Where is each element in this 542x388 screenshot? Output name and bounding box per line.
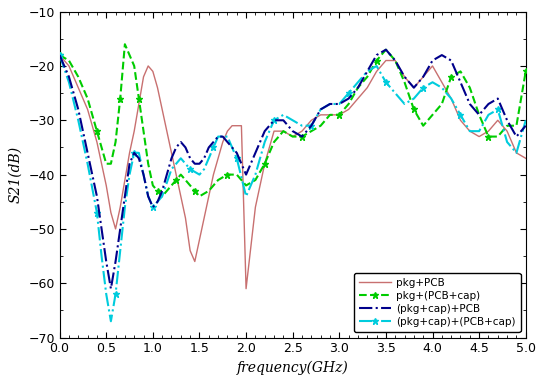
pkg+(PCB+cap) bbox=[187, 183, 193, 188]
Line: pkg+(PCB+cap): pkg+(PCB+cap) bbox=[56, 41, 529, 200]
pkg+PCB bbox=[173, 172, 179, 177]
(pkg+cap)+PCB bbox=[108, 286, 114, 291]
(pkg+cap)+PCB bbox=[383, 47, 389, 52]
pkg+PCB bbox=[56, 53, 63, 57]
pkg+(PCB+cap) bbox=[140, 129, 147, 133]
pkg+PCB bbox=[401, 74, 408, 79]
X-axis label: frequency(GHz): frequency(GHz) bbox=[237, 361, 349, 375]
(pkg+cap)+PCB bbox=[485, 102, 492, 106]
(pkg+cap)+PCB bbox=[205, 145, 212, 150]
Line: (pkg+cap)+(PCB+cap): (pkg+cap)+(PCB+cap) bbox=[56, 52, 529, 325]
Line: pkg+PCB: pkg+PCB bbox=[60, 55, 526, 289]
(pkg+cap)+(PCB+cap) bbox=[56, 53, 63, 57]
(pkg+cap)+PCB bbox=[56, 53, 63, 57]
pkg+PCB bbox=[154, 85, 161, 90]
(pkg+cap)+(PCB+cap) bbox=[150, 205, 156, 210]
pkg+(PCB+cap) bbox=[121, 42, 128, 47]
pkg+(PCB+cap) bbox=[56, 53, 63, 57]
(pkg+cap)+PCB bbox=[117, 227, 124, 231]
(pkg+cap)+(PCB+cap) bbox=[108, 319, 114, 324]
pkg+(PCB+cap) bbox=[467, 85, 473, 90]
pkg+PCB bbox=[103, 183, 109, 188]
Y-axis label: S21(dB): S21(dB) bbox=[9, 146, 23, 203]
pkg+(PCB+cap) bbox=[318, 123, 324, 128]
Legend: pkg+PCB, pkg+(PCB+cap), (pkg+cap)+PCB, (pkg+cap)+(PCB+cap): pkg+PCB, pkg+(PCB+cap), (pkg+cap)+PCB, (… bbox=[354, 272, 520, 333]
(pkg+cap)+(PCB+cap) bbox=[196, 172, 203, 177]
pkg+(PCB+cap) bbox=[522, 69, 529, 74]
(pkg+cap)+(PCB+cap) bbox=[126, 172, 133, 177]
pkg+PCB bbox=[485, 129, 492, 133]
(pkg+cap)+(PCB+cap) bbox=[327, 102, 333, 106]
pkg+PCB bbox=[522, 156, 529, 161]
pkg+PCB bbox=[210, 172, 217, 177]
(pkg+cap)+PCB bbox=[98, 227, 105, 231]
pkg+(PCB+cap) bbox=[150, 183, 156, 188]
(pkg+cap)+PCB bbox=[522, 123, 529, 128]
(pkg+cap)+(PCB+cap) bbox=[522, 118, 529, 123]
pkg+PCB bbox=[243, 286, 249, 291]
pkg+(PCB+cap) bbox=[280, 129, 287, 133]
Line: (pkg+cap)+PCB: (pkg+cap)+PCB bbox=[60, 50, 526, 289]
pkg+(PCB+cap) bbox=[159, 194, 165, 199]
(pkg+cap)+PCB bbox=[220, 134, 226, 139]
(pkg+cap)+(PCB+cap) bbox=[187, 167, 193, 171]
(pkg+cap)+(PCB+cap) bbox=[168, 167, 175, 171]
(pkg+cap)+PCB bbox=[392, 58, 398, 63]
